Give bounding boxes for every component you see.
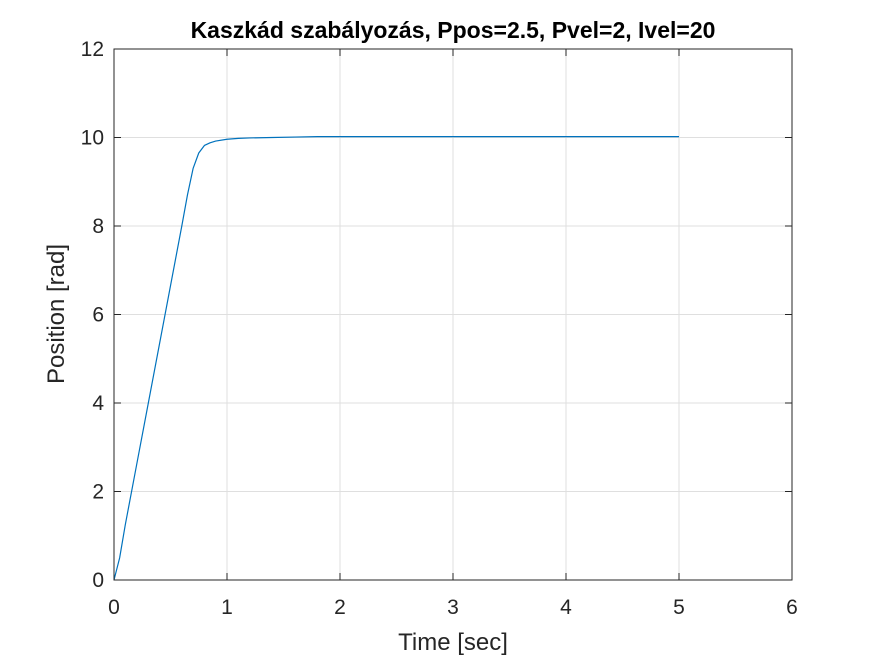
y-tick-label: 12 [81, 38, 104, 61]
y-tick-label: 0 [92, 569, 104, 592]
grid-lines [114, 49, 792, 580]
y-tick-label: 8 [92, 215, 104, 238]
x-axis-label: Time [sec] [398, 629, 508, 656]
x-tick-label: 6 [786, 596, 798, 619]
x-tick-label: 5 [673, 596, 685, 619]
x-tick-label: 3 [447, 596, 459, 619]
x-tick-label: 4 [560, 596, 572, 619]
y-tick-label: 4 [92, 392, 104, 415]
series-line-0 [113, 136, 679, 581]
y-tick-label: 10 [81, 127, 104, 150]
series-lines [113, 136, 679, 581]
y-tick-label: 6 [92, 304, 104, 327]
x-tick-label: 2 [334, 596, 346, 619]
x-tick-label: 1 [221, 596, 233, 619]
chart-title: Kaszkád szabályozás, Ppos=2.5, Pvel=2, I… [191, 17, 716, 43]
x-tick-label: 0 [108, 596, 120, 619]
y-axis-label: Position [rad] [43, 244, 70, 384]
y-tick-label: 2 [92, 481, 104, 504]
